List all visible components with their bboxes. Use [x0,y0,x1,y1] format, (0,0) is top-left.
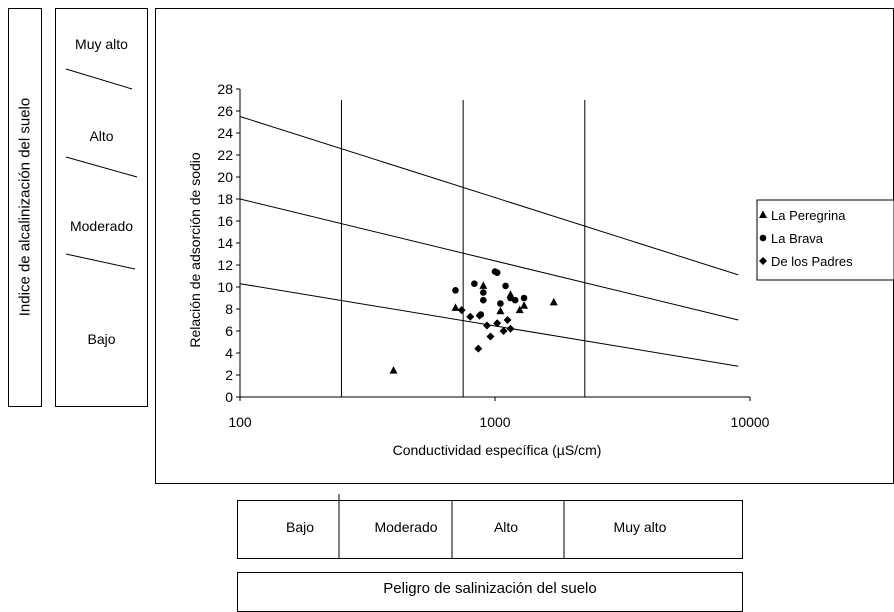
point-de-los-padres [499,327,508,335]
point-de-los-padres [474,344,483,353]
point-la-brava [497,300,504,307]
point-de-los-padres [506,324,515,333]
y-tick-label: 10 [217,279,233,295]
alkalinity-divider-2 [65,156,138,178]
alkalinity-class-bajo: Bajo [87,331,116,347]
x-tick-label: 100 [228,414,252,430]
point-la-brava [452,287,459,294]
y-tick-label: 2 [225,367,233,383]
salinity-class-box [237,500,743,559]
y-tick-label: 18 [217,191,233,207]
point-la-brava [480,296,487,304]
point-la-peregrina [389,366,398,374]
point-la-peregrina [451,303,460,311]
salinity-class-muy-alto: Muy alto [613,519,667,535]
salinity-class-alto: Alto [493,519,519,535]
x-axis-label: Conductividad específica (µS/cm) [393,442,602,458]
legend-marker-de-los-padres [759,257,767,265]
point-de-los-padres [457,306,466,315]
y-tick-label: 28 [217,81,233,97]
point-de-los-padres [486,332,495,341]
alkalinity-class-moderado: Moderado [69,218,134,234]
legend-label-la-peregrina: La Peregrina [771,208,846,223]
legend-marker-la-peregrina [759,210,767,218]
y-tick-label: 14 [217,235,233,251]
point-la-peregrina [520,301,529,309]
alkalinity-class-alto: Alto [89,128,114,144]
point-de-los-padres [482,321,491,330]
salinity-class-moderado: Moderado [374,519,438,535]
y-tick-label: 26 [217,103,233,119]
y-tick-label: 6 [225,323,233,339]
alkalinity-class-box [55,8,148,407]
point-la-brava [471,280,478,288]
alkalinity-boundary-line [239,198,739,321]
x-tick-label: 10000 [731,414,770,430]
legend-label-la-brava: La Brava [771,231,824,246]
point-la-peregrina [549,297,558,306]
point-la-brava [511,296,519,304]
y-tick-label: 16 [217,213,233,229]
point-de-los-padres [493,319,502,328]
alkalinity-class-muy-alto: Muy alto [75,36,128,52]
point-la-brava [480,289,487,296]
salinity-title: Peligro de salinización del suelo [383,580,597,597]
point-la-peregrina [496,306,505,315]
y-tick-label: 20 [217,169,233,185]
y-axis-label: Relación de adsorción de sodio [187,152,203,348]
point-la-peregrina [479,281,488,289]
alkalinity-boundary-line [239,116,739,276]
legend-box [756,199,894,281]
legend-marker-la-brava [759,234,767,242]
point-la-peregrina [515,305,524,314]
point-la-brava [520,294,528,302]
point-de-los-padres [503,316,512,324]
point-la-brava [493,269,501,277]
point-la-brava [502,282,509,290]
y-tick-label: 0 [225,389,233,405]
alkalinity-divider-1 [65,68,133,90]
legend-label-de-los-padres: De los Padres [771,254,853,269]
point-de-los-padres [466,312,475,321]
y-tick-label: 8 [225,301,233,317]
y-tick-label: 12 [217,257,233,273]
panel-dividers [65,68,565,559]
alkalinity-divider-3 [65,253,136,270]
salinity-class-bajo: Bajo [285,519,315,535]
x-tick-label: 1000 [479,414,510,430]
y-tick-label: 24 [217,125,233,141]
y-tick-label: 22 [217,147,233,163]
y-tick-label: 4 [225,345,233,361]
point-de-los-padres [475,311,484,320]
alkalinity-title-box [8,8,42,407]
